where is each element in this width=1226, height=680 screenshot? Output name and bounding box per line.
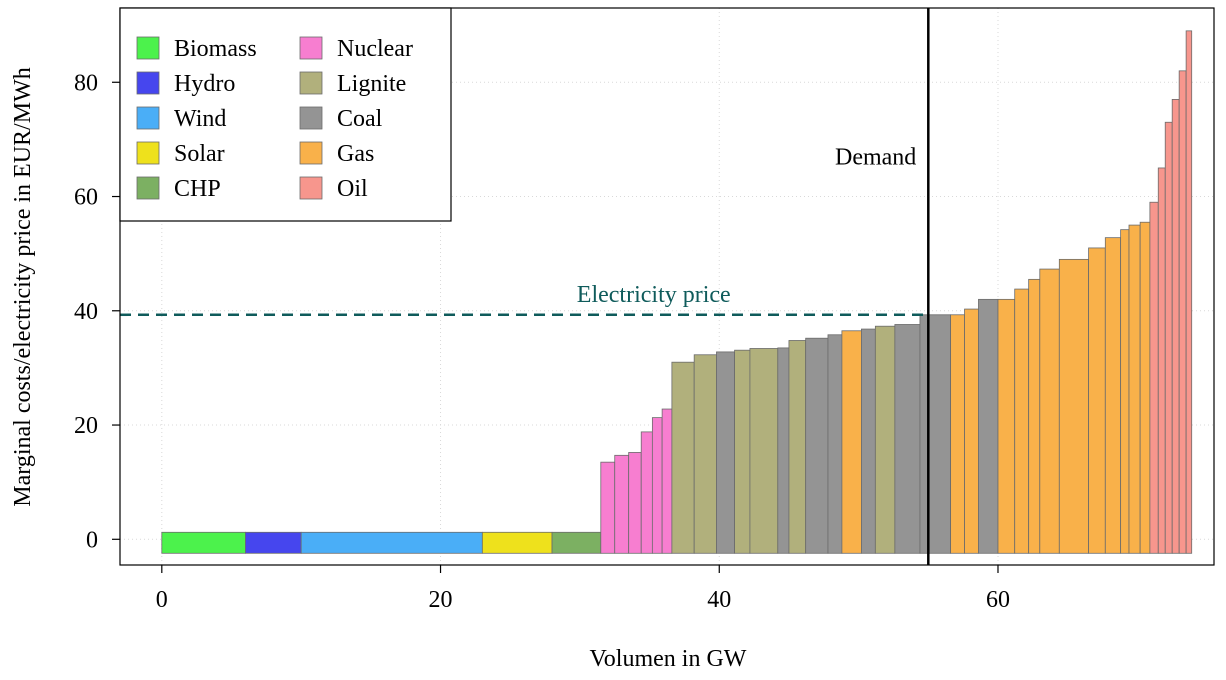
bar-lignite	[788, 340, 807, 554]
legend-swatch-lignite	[299, 71, 323, 95]
bar-coal	[827, 334, 843, 554]
bar-oil	[1171, 99, 1180, 554]
bar-nuclear	[628, 452, 642, 554]
x-tick-label: 20	[429, 587, 453, 613]
bar-oil	[1164, 121, 1173, 554]
bars	[161, 30, 1193, 554]
bar-coal	[716, 351, 735, 554]
bar-coal	[777, 347, 790, 554]
legend-label-wind: Wind	[174, 106, 226, 132]
x-tick-label: 40	[707, 587, 731, 613]
plot-frame	[119, 7, 1215, 566]
bar-coal	[894, 324, 921, 554]
bar-gas	[1039, 268, 1060, 554]
bar-gas	[1120, 229, 1130, 554]
bar-oil	[1185, 30, 1193, 554]
y-tick-label: 0	[86, 527, 98, 553]
legend-swatch-chp	[136, 176, 160, 200]
y-tick-label: 20	[74, 413, 98, 439]
bar-gas	[1014, 288, 1030, 554]
bar-gas	[1028, 278, 1041, 554]
bar-gas	[1104, 237, 1122, 554]
price-label: Electricity price	[577, 282, 731, 308]
bar-gas	[997, 298, 1016, 554]
legend-label-biomass: Biomass	[174, 36, 257, 62]
bar-gas	[1088, 247, 1106, 554]
legend-swatch-coal	[299, 106, 323, 130]
bar-wind	[300, 531, 483, 554]
legend-label-oil: Oil	[337, 176, 368, 202]
bar-oil	[1178, 70, 1187, 554]
legend-swatch-hydro	[136, 71, 160, 95]
bar-gas	[1058, 258, 1089, 554]
bar-coal	[805, 337, 829, 554]
axes: 0 20 40 60 0 20 40 60 80	[74, 7, 1215, 613]
legend-swatch-biomass	[136, 36, 160, 60]
x-tick-label: 60	[986, 587, 1010, 613]
bar-lignite	[874, 325, 896, 554]
bar-lignite	[734, 349, 751, 554]
legend-swatch-wind	[136, 106, 160, 130]
bar-hydro	[245, 531, 302, 554]
bar-oil	[1149, 201, 1159, 554]
legend-label-gas: Gas	[337, 141, 374, 167]
demand-label: Demand	[835, 145, 916, 171]
bar-nuclear	[661, 408, 673, 554]
bar-gas	[950, 314, 965, 554]
bar-lignite	[749, 348, 779, 554]
bar-coal	[978, 298, 999, 554]
reference-lines: Electricity price Demand	[120, 8, 930, 565]
legend-label-chp: CHP	[174, 176, 221, 202]
bar-nuclear	[600, 461, 616, 554]
x-tick-label: 0	[156, 587, 168, 613]
legend-label-hydro: Hydro	[174, 71, 235, 97]
bar-chp	[551, 531, 602, 554]
y-tick-label: 40	[74, 299, 98, 325]
y-tick-label: 80	[74, 70, 98, 96]
legend-label-solar: Solar	[174, 141, 225, 167]
bar-lignite	[693, 354, 717, 554]
x-axis-label: Volumen in GW	[590, 646, 747, 672]
legend-swatch-solar	[136, 141, 160, 165]
bar-coal	[919, 314, 952, 554]
y-axis-label: Marginal costs/electricity price in EUR/…	[10, 67, 36, 506]
legend-label-lignite: Lignite	[337, 71, 406, 97]
legend-swatch-oil	[299, 176, 323, 200]
bar-gas	[1128, 224, 1141, 554]
y-tick-label: 60	[74, 185, 98, 211]
legend-box	[119, 7, 452, 222]
legend: Biomass Hydro Wind Solar CHP Nuclear Lignite Co…	[119, 7, 452, 222]
bar-oil	[1157, 167, 1166, 554]
bar-nuclear	[651, 417, 663, 554]
bar-nuclear	[614, 454, 630, 554]
bar-solar	[481, 531, 553, 554]
bar-gas	[964, 308, 979, 554]
bar-gas	[841, 330, 862, 554]
bar-biomass	[161, 531, 246, 554]
bar-nuclear	[640, 431, 653, 554]
legend-swatch-gas	[299, 141, 323, 165]
bar-coal	[861, 328, 876, 554]
legend-swatch-nuclear	[299, 36, 323, 60]
legend-label-nuclear: Nuclear	[337, 36, 413, 62]
bar-gas	[1139, 221, 1151, 554]
legend-label-coal: Coal	[337, 106, 383, 132]
bar-lignite	[671, 361, 695, 554]
